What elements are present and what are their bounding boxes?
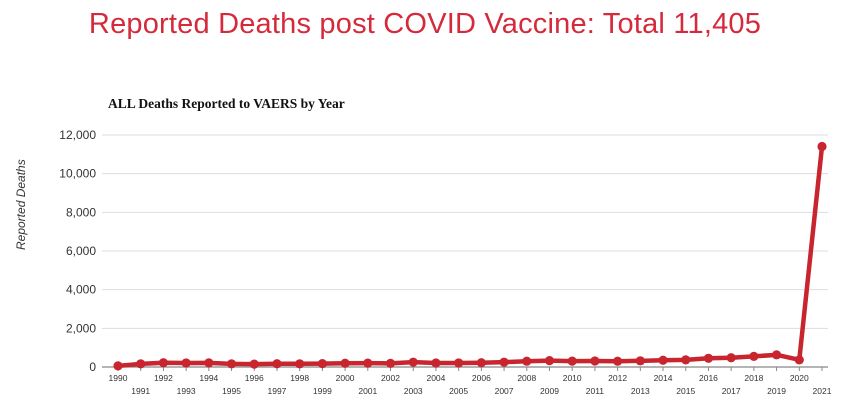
- data-point: [703, 353, 714, 363]
- data-point: [635, 356, 645, 366]
- x-tick-label: 2016: [699, 373, 718, 383]
- x-tick-label: 1995: [222, 386, 241, 396]
- x-tick-label: 1993: [177, 386, 196, 396]
- x-tick-label: 1991: [131, 386, 150, 396]
- data-point: [726, 353, 736, 363]
- data-point: [522, 356, 532, 366]
- data-point: [181, 358, 191, 368]
- x-tick-label: 2007: [495, 386, 514, 396]
- data-point: [317, 359, 327, 369]
- x-tick-label: 2001: [358, 386, 377, 396]
- data-point: [499, 357, 509, 367]
- x-tick-label: 1990: [109, 373, 128, 383]
- data-point: [340, 358, 350, 368]
- data-point: [771, 350, 782, 360]
- data-point: [158, 358, 169, 368]
- y-tick-label: 6,000: [66, 244, 96, 258]
- x-tick-label: 2003: [404, 386, 423, 396]
- series-line: [115, 144, 825, 369]
- x-tick-label: 2015: [676, 386, 695, 396]
- x-tick-label: 2012: [608, 373, 627, 383]
- x-tick-label: 2018: [744, 373, 763, 383]
- x-tick-label: 2010: [563, 373, 582, 383]
- x-tick-label: 2013: [631, 386, 650, 396]
- data-point: [249, 359, 259, 369]
- x-tick-label: 2006: [472, 373, 491, 383]
- data-point: [113, 361, 123, 371]
- x-tick-label: 2021: [813, 386, 832, 396]
- data-point: [204, 358, 214, 368]
- x-tick-label: 2011: [586, 386, 605, 396]
- x-tick-label: 1996: [245, 373, 264, 383]
- data-point: [408, 357, 418, 367]
- data-point: [749, 351, 759, 361]
- y-tick-label: 12,000: [59, 128, 96, 142]
- data-point: [136, 359, 146, 369]
- data-point: [544, 356, 555, 366]
- headline: Reported Deaths post COVID Vaccine: Tota…: [88, 8, 762, 40]
- data-point: [385, 358, 396, 368]
- data-point: [590, 356, 600, 366]
- x-tick-label: 2017: [722, 386, 741, 396]
- x-tick-label: 2002: [381, 373, 400, 383]
- data-point: [794, 355, 804, 365]
- data-point: [567, 356, 577, 366]
- x-tick-label: 2009: [540, 386, 559, 396]
- y-tick-label: 2,000: [66, 321, 96, 335]
- data-point: [613, 356, 623, 366]
- data-point: [681, 355, 691, 365]
- data-point: [454, 358, 464, 368]
- data-point: [272, 359, 282, 369]
- x-tick-label: 2014: [654, 373, 673, 383]
- data-point: [295, 359, 305, 369]
- x-tick-label: 1997: [268, 386, 287, 396]
- data-point: [658, 355, 668, 365]
- y-tick-label: 10,000: [59, 167, 96, 181]
- y-tick-label: 4,000: [66, 283, 96, 297]
- x-tick-label: 2005: [449, 386, 468, 396]
- chart-title: ALL Deaths Reported to VAERS by Year: [108, 96, 345, 111]
- x-tick-label: 1998: [290, 373, 309, 383]
- y-tick-labels: 0 2,000 4,000 6,000 8,000 10,000 12,000: [59, 128, 96, 374]
- x-tick-labels: 1990199119921993199419951996199719981999…: [109, 367, 832, 396]
- x-tick-label: 1999: [313, 386, 332, 396]
- series: [113, 141, 827, 371]
- x-tick-label: 1994: [199, 373, 218, 383]
- x-tick-label: 2004: [426, 373, 445, 383]
- y-tick-label: 8,000: [66, 205, 96, 219]
- x-tick-label: 1992: [154, 373, 173, 383]
- data-point: [431, 358, 441, 368]
- x-tick-label: 2000: [336, 373, 355, 383]
- gridlines: [102, 134, 828, 368]
- x-tick-label: 2008: [517, 373, 536, 383]
- data-point: [226, 359, 237, 369]
- data-point: [476, 358, 486, 368]
- x-tick-label: 2020: [790, 373, 809, 383]
- data-point: [363, 358, 373, 368]
- y-tick-label: 0: [89, 360, 96, 374]
- x-tick-label: 2019: [767, 386, 786, 396]
- data-point: [817, 141, 827, 152]
